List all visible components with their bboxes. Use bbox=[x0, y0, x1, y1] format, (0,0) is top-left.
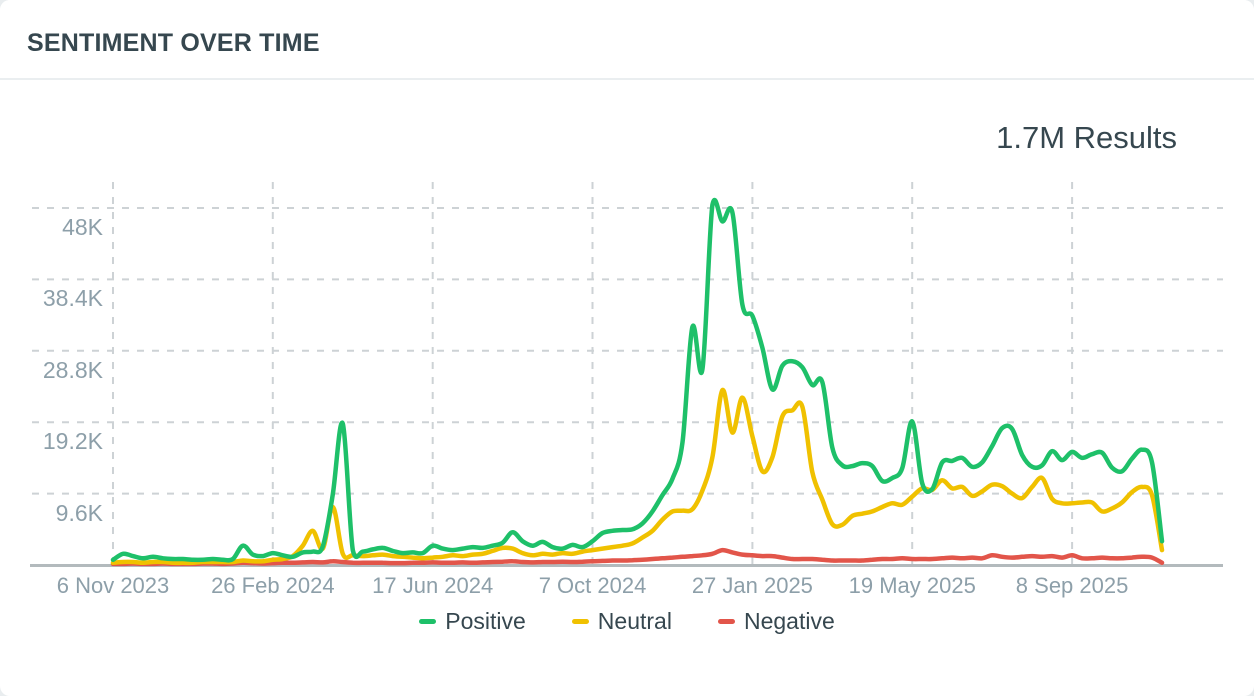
x-axis-label: 19 May 2025 bbox=[848, 573, 976, 598]
x-axis-label: 17 Jun 2024 bbox=[372, 573, 494, 598]
x-axis-label: 26 Feb 2024 bbox=[211, 573, 335, 598]
series-line-positive bbox=[110, 197, 1165, 563]
series-line-neutral bbox=[110, 387, 1165, 566]
y-axis-label: 9.6K bbox=[55, 499, 103, 526]
chart-legend: Positive Neutral Negative bbox=[0, 608, 1254, 635]
card-title: SENTIMENT OVER TIME bbox=[27, 29, 320, 57]
legend-item-neutral[interactable]: Neutral bbox=[571, 608, 672, 635]
legend-item-negative[interactable]: Negative bbox=[717, 608, 835, 635]
card-header: SENTIMENT OVER TIME bbox=[0, 0, 1254, 80]
legend-item-positive[interactable]: Positive bbox=[419, 608, 526, 635]
y-axis-label: 48K bbox=[62, 214, 103, 240]
series-line-negative bbox=[110, 547, 1165, 567]
legend-label: Negative bbox=[743, 608, 835, 634]
legend-marker bbox=[419, 619, 437, 624]
x-axis-label: 7 Oct 2024 bbox=[538, 573, 647, 598]
results-count: 1.7M Results bbox=[996, 120, 1177, 155]
y-axis-label: 38.4K bbox=[42, 285, 103, 312]
y-axis-label: 19.2K bbox=[42, 428, 103, 455]
legend-label: Neutral bbox=[597, 608, 672, 634]
legend-marker bbox=[571, 619, 589, 624]
y-axis-label: 28.8K bbox=[42, 356, 103, 383]
x-axis-label: 6 Nov 2023 bbox=[56, 573, 170, 598]
x-axis-label: 27 Jan 2025 bbox=[691, 573, 813, 598]
legend-label: Positive bbox=[445, 608, 526, 634]
x-axis-label: 8 Sep 2025 bbox=[1015, 573, 1129, 598]
legend-marker bbox=[717, 619, 735, 624]
